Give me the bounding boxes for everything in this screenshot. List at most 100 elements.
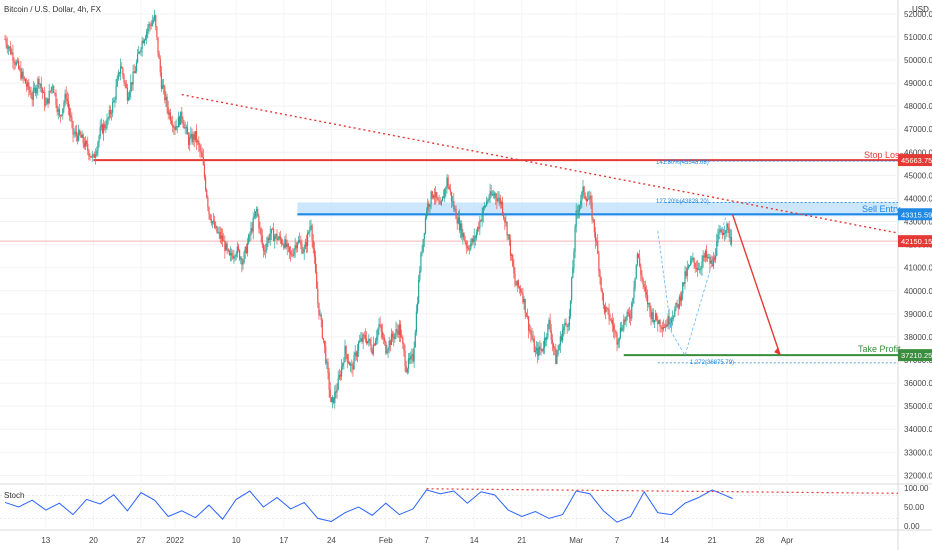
candle-body [352, 365, 354, 370]
candle-body [188, 134, 190, 146]
candle-body [256, 209, 258, 212]
candle-body [453, 200, 455, 210]
candle-body [660, 326, 662, 328]
candle-body [267, 237, 269, 244]
candle-body [355, 352, 357, 357]
candle-body [311, 225, 313, 241]
candle-body [129, 92, 131, 97]
candle-body [729, 236, 731, 238]
candle-body [486, 201, 488, 206]
candle-body [295, 245, 297, 249]
candle-body [480, 220, 482, 222]
candle-body [685, 271, 687, 276]
candle-body [106, 118, 108, 128]
candle-body [654, 313, 657, 320]
candle-body [118, 72, 121, 74]
candle-body [362, 334, 364, 342]
candle-body [283, 244, 285, 248]
sell-entry-zone [297, 202, 898, 217]
candle-body [313, 248, 315, 257]
candle-body [376, 336, 378, 341]
candle-body [287, 243, 289, 247]
candle-body [64, 93, 66, 104]
candle-body [15, 61, 17, 65]
candle-body [278, 236, 280, 239]
candle-body [423, 233, 425, 239]
candle-body [182, 118, 184, 125]
candle-body [699, 269, 701, 270]
candle-body [140, 48, 142, 52]
stop-loss-label: Stop Loss [864, 150, 905, 160]
candle-body [611, 320, 614, 326]
candle-body [191, 133, 193, 143]
candle-body [605, 307, 607, 313]
candle-body [183, 124, 185, 129]
candle-body [615, 331, 617, 334]
candle-body [709, 256, 711, 264]
candle-body [590, 195, 592, 203]
candle-body [211, 221, 213, 224]
candle-body [45, 104, 47, 106]
time-tick-label: 14 [660, 536, 669, 545]
candle-body [601, 290, 603, 294]
current-price-tag-bg [898, 235, 932, 248]
candle-body [327, 362, 329, 373]
candle-body [488, 198, 490, 200]
stop-loss-price-tag: 45663.75 [901, 156, 932, 165]
candle-body [531, 334, 533, 340]
candle-body [644, 287, 646, 292]
candle-body [390, 333, 393, 346]
candle-body [543, 338, 546, 348]
candle-body [385, 341, 387, 354]
candle-body [195, 130, 198, 143]
candle-body [252, 217, 254, 232]
candle-body [207, 197, 209, 208]
candle-body [441, 196, 444, 202]
candle-body [38, 78, 40, 85]
candle-body [174, 127, 176, 130]
candle-body [234, 256, 236, 258]
candle-body [489, 191, 491, 199]
candle-body [288, 246, 291, 252]
candle-body [475, 232, 478, 238]
candle-body [368, 338, 370, 341]
candle-body [551, 339, 553, 344]
candle-body [712, 257, 714, 267]
candle-body [698, 269, 700, 270]
candle-body [607, 308, 609, 310]
candle-body [371, 350, 373, 355]
candle-body [515, 283, 517, 286]
candle-body [632, 298, 634, 304]
candle-body [439, 203, 441, 205]
candle-body [110, 112, 113, 114]
price-tick-label: 39000.00 [904, 310, 932, 319]
candle-body [444, 189, 446, 199]
candle-body [123, 75, 125, 82]
candle-body [529, 330, 531, 332]
candle-body [158, 53, 160, 59]
currency-label: USD [912, 5, 929, 14]
candle-body [414, 332, 416, 348]
candle-body [616, 333, 618, 345]
candle-body [530, 330, 532, 335]
candle-body [74, 131, 76, 134]
candle-body [399, 324, 402, 338]
candle-body [87, 143, 89, 151]
candle-body [160, 72, 162, 89]
candle-body [508, 234, 510, 240]
candle-body [78, 130, 80, 141]
sell-entry-fib-label: 127.20%(43828.20) [656, 199, 709, 205]
candle-body [199, 145, 201, 151]
candle-body [305, 242, 308, 247]
candle-body [25, 83, 28, 87]
candle-body [200, 150, 202, 153]
candle-body [33, 87, 36, 89]
candle-body [679, 296, 682, 302]
candle-body [484, 205, 487, 207]
candle-body [501, 201, 504, 214]
candle-body [130, 82, 132, 93]
candle-body [564, 322, 566, 327]
candle-body [367, 340, 369, 344]
candle-body [363, 334, 365, 336]
candle-body [290, 251, 292, 255]
